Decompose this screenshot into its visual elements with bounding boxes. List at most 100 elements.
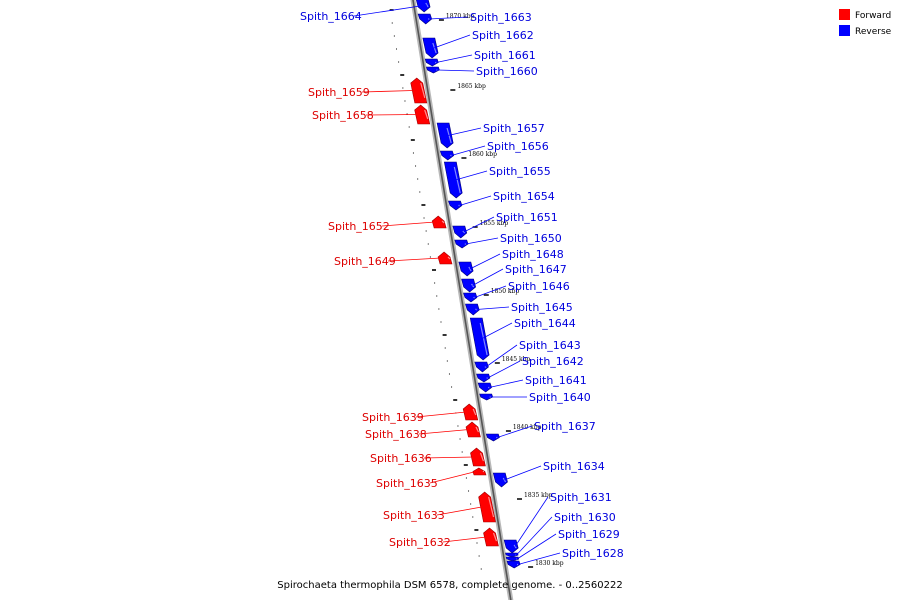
gene-label[interactable]: Spith_1664 — [300, 10, 362, 23]
gene-arrow[interactable] — [414, 104, 431, 125]
gene-spith-1630[interactable]: Spith_1630 — [505, 511, 616, 558]
gene-spith-1662[interactable]: Spith_1662 — [422, 29, 534, 59]
gene-arrow[interactable] — [505, 556, 520, 562]
gene-arrow[interactable] — [437, 251, 453, 265]
gene-label[interactable]: Spith_1646 — [508, 280, 570, 293]
gene-arrow[interactable] — [483, 527, 499, 547]
gene-label[interactable]: Spith_1654 — [493, 190, 555, 203]
gene-label[interactable]: Spith_1660 — [476, 65, 538, 78]
gene-label[interactable]: Spith_1639 — [362, 411, 424, 424]
gene-spith-1655[interactable]: Spith_1655 — [443, 161, 551, 199]
gene-arrow[interactable] — [470, 447, 486, 467]
gene-label[interactable]: Spith_1641 — [525, 374, 587, 387]
gene-spith-1643[interactable]: Spith_1643 — [474, 339, 581, 373]
gene-spith-1631[interactable]: Spith_1631 — [503, 491, 612, 554]
gene-spith-1642[interactable]: Spith_1642 — [476, 355, 584, 383]
gene-arrow[interactable] — [474, 361, 489, 373]
gene-spith-1629[interactable]: Spith_1629 — [505, 528, 620, 562]
gene-arrow[interactable] — [454, 239, 469, 249]
gene-arrow[interactable] — [472, 467, 487, 476]
gene-arrow[interactable] — [503, 539, 519, 554]
gene-label[interactable]: Spith_1642 — [522, 355, 584, 368]
gene-arrow[interactable] — [410, 77, 428, 104]
gene-spith-1641[interactable]: Spith_1641 — [477, 374, 587, 393]
gene-label[interactable]: Spith_1651 — [496, 211, 558, 224]
gene-arrow[interactable] — [452, 225, 468, 239]
gene-label[interactable]: Spith_1649 — [334, 255, 396, 268]
gene-spith-1635[interactable]: Spith_1635 — [376, 467, 487, 490]
gene-spith-1638[interactable]: Spith_1638 — [365, 421, 481, 441]
gene-label[interactable]: Spith_1659 — [308, 86, 370, 99]
gene-spith-1656[interactable]: Spith_1656 — [439, 140, 549, 161]
gene-label[interactable]: Spith_1655 — [489, 165, 551, 178]
gene-spith-1663[interactable]: Spith_1663 — [417, 11, 532, 25]
gene-label[interactable]: Spith_1658 — [312, 109, 374, 122]
gene-label[interactable]: Spith_1656 — [487, 140, 549, 153]
gene-label[interactable]: Spith_1647 — [505, 263, 567, 276]
gene-arrow[interactable] — [425, 66, 440, 74]
gene-spith-1628[interactable]: Spith_1628 — [506, 547, 624, 569]
gene-label[interactable]: Spith_1643 — [519, 339, 581, 352]
gene-label[interactable]: Spith_1638 — [365, 428, 427, 441]
gene-arrow[interactable] — [506, 560, 521, 569]
gene-spith-1658[interactable]: Spith_1658 — [312, 104, 431, 125]
gene-spith-1637[interactable]: Spith_1637 — [485, 420, 596, 442]
gene-spith-1639[interactable]: Spith_1639 — [362, 403, 479, 424]
gene-arrow[interactable] — [422, 37, 439, 59]
gene-spith-1634[interactable]: Spith_1634 — [492, 460, 605, 488]
gene-arrow[interactable] — [477, 382, 492, 393]
gene-arrow[interactable] — [417, 13, 433, 25]
gene-label[interactable]: Spith_1633 — [383, 509, 445, 522]
gene-label[interactable]: Spith_1657 — [483, 122, 545, 135]
gene-arrow[interactable] — [465, 421, 481, 438]
gene-arrow[interactable] — [463, 292, 478, 303]
gene-arrow[interactable] — [485, 433, 500, 442]
gene-arrow[interactable] — [465, 303, 480, 316]
gene-spith-1636[interactable]: Spith_1636 — [370, 447, 486, 467]
gene-spith-1657[interactable]: Spith_1657 — [436, 122, 545, 149]
gene-arrow[interactable] — [448, 200, 463, 211]
gene-label[interactable]: Spith_1663 — [470, 11, 532, 24]
gene-arrow[interactable] — [462, 403, 479, 421]
gene-spith-1664[interactable]: Spith_1664 — [300, 0, 431, 23]
gene-label[interactable]: Spith_1629 — [558, 528, 620, 541]
gene-label[interactable]: Spith_1644 — [514, 317, 576, 330]
gene-spith-1661[interactable]: Spith_1661 — [424, 49, 536, 67]
gene-arrow[interactable] — [424, 58, 439, 67]
gene-label[interactable]: Spith_1652 — [328, 220, 390, 233]
gene-label[interactable]: Spith_1661 — [474, 49, 536, 62]
gene-label[interactable]: Spith_1662 — [472, 29, 534, 42]
gene-label[interactable]: Spith_1645 — [511, 301, 573, 314]
gene-label[interactable]: Spith_1648 — [502, 248, 564, 261]
gene-spith-1646[interactable]: Spith_1646 — [463, 280, 570, 303]
gene-spith-1654[interactable]: Spith_1654 — [448, 190, 555, 211]
gene-label[interactable]: Spith_1634 — [543, 460, 605, 473]
gene-spith-1651[interactable]: Spith_1651 — [452, 211, 558, 239]
gene-arrow[interactable] — [476, 373, 491, 383]
gene-arrow[interactable] — [492, 472, 508, 488]
gene-arrow[interactable] — [458, 261, 474, 277]
gene-arrow[interactable] — [416, 0, 431, 13]
gene-spith-1660[interactable]: Spith_1660 — [425, 65, 538, 78]
gene-label[interactable]: Spith_1630 — [554, 511, 616, 524]
gene-arrow[interactable] — [469, 317, 490, 361]
gene-spith-1633[interactable]: Spith_1633 — [383, 491, 496, 523]
gene-spith-1647[interactable]: Spith_1647 — [461, 263, 567, 293]
gene-arrow[interactable] — [436, 122, 454, 149]
gene-spith-1650[interactable]: Spith_1650 — [454, 232, 562, 249]
gene-spith-1659[interactable]: Spith_1659 — [308, 77, 428, 104]
gene-label[interactable]: Spith_1631 — [550, 491, 612, 504]
gene-label[interactable]: Spith_1628 — [562, 547, 624, 560]
gene-arrow[interactable] — [431, 215, 447, 229]
gene-arrow[interactable] — [478, 491, 496, 523]
gene-spith-1652[interactable]: Spith_1652 — [328, 215, 447, 233]
gene-spith-1648[interactable]: Spith_1648 — [458, 248, 564, 277]
gene-spith-1640[interactable]: Spith_1640 — [479, 391, 591, 404]
gene-arrow[interactable] — [479, 393, 494, 401]
gene-label[interactable]: Spith_1635 — [376, 477, 438, 490]
gene-label[interactable]: Spith_1640 — [529, 391, 591, 404]
gene-arrow[interactable] — [505, 552, 519, 558]
gene-spith-1632[interactable]: Spith_1632 — [389, 527, 499, 549]
gene-spith-1649[interactable]: Spith_1649 — [334, 251, 453, 268]
gene-label[interactable]: Spith_1650 — [500, 232, 562, 245]
